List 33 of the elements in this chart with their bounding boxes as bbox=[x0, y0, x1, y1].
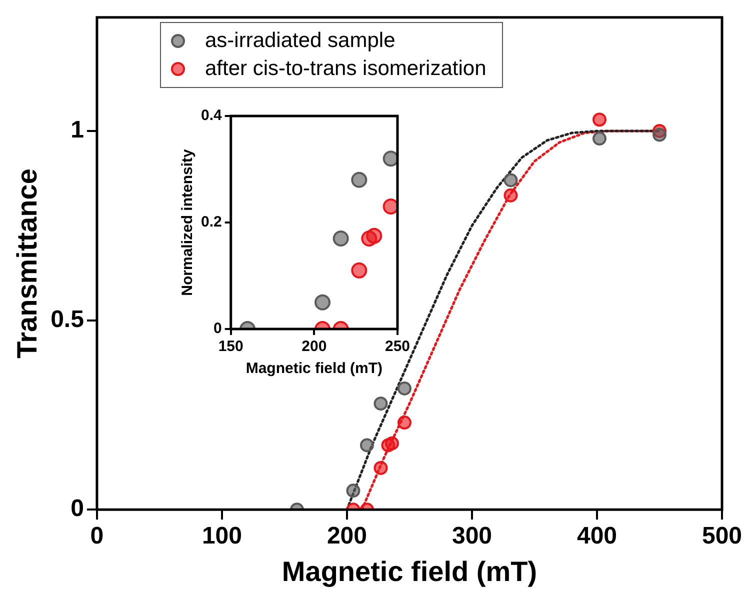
x-tick-label: 200 bbox=[302, 338, 327, 356]
y-tick-label: 0.4 bbox=[200, 107, 222, 124]
x-tick-label: 200 bbox=[326, 522, 367, 550]
point bbox=[374, 460, 388, 475]
point bbox=[504, 188, 518, 202]
y-tick-label: 0 bbox=[70, 495, 84, 522]
y-axis-title: Normalized intensity bbox=[179, 148, 196, 296]
y-tick-label: 0.5 bbox=[50, 306, 84, 333]
x-axis-title: Magnetic field (mT) bbox=[246, 360, 383, 378]
point bbox=[504, 173, 518, 188]
x-tick-label: 250 bbox=[384, 338, 410, 356]
y-tick-label: 1 bbox=[70, 116, 84, 144]
point bbox=[592, 112, 606, 127]
legend-label: after cis-to-trans isomerization bbox=[205, 56, 486, 82]
x-tick-label: 150 bbox=[218, 338, 244, 356]
x-tick-label: 0 bbox=[90, 522, 104, 550]
point bbox=[652, 128, 666, 142]
y-axis-title: Transmittance bbox=[12, 168, 43, 358]
y-tick-label: 0 bbox=[214, 320, 222, 338]
point bbox=[397, 416, 412, 430]
point bbox=[374, 396, 388, 411]
point bbox=[384, 436, 399, 450]
x-tick-label: 400 bbox=[576, 522, 618, 550]
x-tick-label: 500 bbox=[702, 522, 742, 550]
y-tick-label: 0.2 bbox=[200, 214, 222, 231]
point bbox=[346, 484, 360, 498]
point bbox=[397, 381, 412, 396]
legend-label: as-irradiated sample bbox=[205, 28, 396, 54]
point bbox=[592, 132, 606, 146]
x-axis-title: Magnetic field (mT) bbox=[282, 556, 538, 587]
x-tick-label: 100 bbox=[202, 522, 242, 550]
point bbox=[360, 438, 374, 452]
x-tick-label: 300 bbox=[452, 522, 492, 550]
